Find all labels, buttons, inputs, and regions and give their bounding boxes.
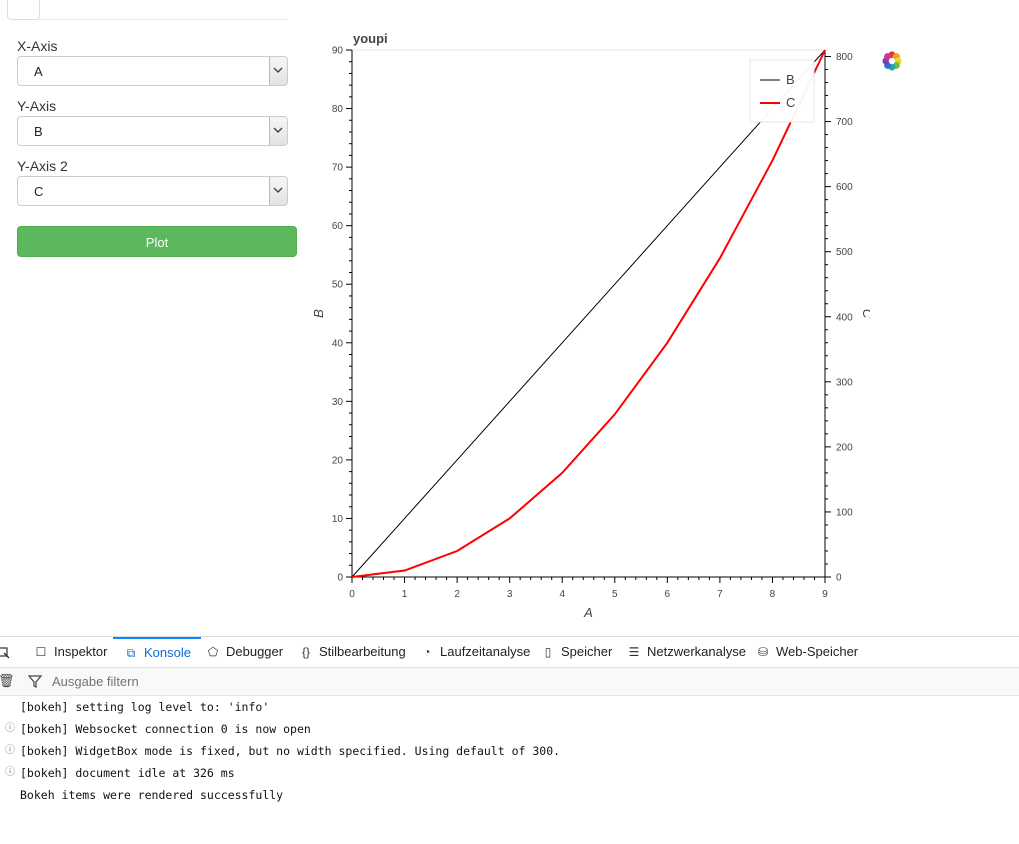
console-message: ⓘ [bokeh] Websocket connection 0 is now o… (0, 718, 1019, 740)
bokeh-logo-icon[interactable] (881, 50, 903, 72)
y2-tick-label: 600 (836, 182, 853, 193)
y-axis2-select[interactable]: C (17, 176, 288, 206)
legend-label: B (786, 72, 795, 87)
y-axis2-label: Y-Axis 2 (17, 158, 68, 174)
console-text: [bokeh] Websocket connection 0 is now op… (20, 722, 311, 736)
y-tick-label: 60 (332, 221, 344, 232)
x-axis-title: A (583, 605, 593, 620)
tab-debugger[interactable]: ⬠ Debugger (205, 637, 283, 667)
y-axis2-value: C (34, 184, 44, 199)
x-axis-label: X-Axis (17, 38, 58, 54)
y2-axis-title: C (860, 309, 870, 319)
tab-divider (38, 19, 287, 20)
tab-inspektor[interactable]: ☐ Inspektor (33, 637, 108, 667)
tab-label: Laufzeitanalyse (440, 644, 531, 659)
y-tick-label: 10 (332, 514, 344, 525)
console-icon: ⧉ (126, 646, 136, 660)
y-axis-select[interactable]: B (17, 116, 288, 146)
network-icon: ☰ (628, 645, 640, 659)
memory-icon: ▯ (544, 645, 552, 659)
y-tick-label: 90 (332, 46, 344, 57)
legend-box (749, 59, 815, 123)
filter-bar: 🗑 Ausgabe filtern (0, 668, 1019, 696)
tab-stilbearbeitung[interactable]: {} Stilbearbeitung (298, 637, 406, 667)
x-tick-label: 2 (454, 589, 460, 600)
tab-konsole[interactable]: ⧉ Konsole (113, 637, 201, 669)
info-icon: ⓘ (5, 723, 15, 734)
chart-title: youpi (353, 31, 388, 46)
tab-label: Stilbearbeitung (319, 644, 406, 659)
tab-label: Netzwerkanalyse (647, 644, 746, 659)
y-tick-label: 70 (332, 163, 344, 174)
tab-speicher[interactable]: ▯ Speicher (540, 637, 613, 667)
series-line-B (351, 49, 826, 578)
x-tick-label: 1 (402, 589, 408, 600)
y2-tick-label: 800 (836, 52, 853, 63)
tab-label: Inspektor (54, 644, 108, 659)
x-tick-label: 8 (770, 589, 776, 600)
y-tick-label: 0 (337, 573, 343, 584)
y-tick-label: 30 (332, 397, 344, 408)
info-icon: ⓘ (5, 767, 15, 778)
y-tick-label: 40 (332, 338, 344, 349)
tab-label: Debugger (226, 644, 284, 659)
y2-tick-label: 100 (836, 507, 853, 518)
y2-tick-label: 500 (836, 247, 853, 258)
legend-label: C (786, 95, 795, 110)
tab-label: Web-Speicher (776, 644, 859, 659)
console-message: [bokeh] setting log level to: 'info' (0, 696, 1019, 718)
devtools-toolbar: ☐ Inspektor ⧉ Konsole ⬠ Debugger {} Stilbear… (0, 637, 1019, 668)
devtools-panel: ☐ Inspektor ⧉ Konsole ⬠ Debugger {} Stilbear… (0, 636, 1019, 844)
plot-button[interactable]: Plot (17, 226, 297, 257)
x-tick-label: 6 (665, 589, 671, 600)
console-message: ⓘ [bokeh] document idle at 326 ms (0, 762, 1019, 784)
y-axis-label: Y-Axis (17, 98, 57, 114)
tab-label: Konsole (144, 645, 191, 660)
widget-tab[interactable] (7, 0, 40, 20)
storage-icon: ⛁ (757, 645, 769, 659)
x-tick-label: 0 (349, 589, 355, 600)
console-text: [bokeh] document idle at 326 ms (20, 766, 235, 780)
pick-element-icon[interactable] (0, 637, 10, 667)
y2-tick-label: 400 (836, 312, 853, 323)
console-message: Bokeh items were rendered successfully (0, 784, 1019, 806)
x-tick-label: 7 (717, 589, 723, 600)
performance-icon: ◔ (423, 645, 431, 659)
y-tick-label: 50 (332, 280, 344, 291)
tab-laufzeitanalyse[interactable]: ◔ Laufzeitanalyse (419, 637, 530, 667)
chevron-down-icon[interactable] (269, 57, 287, 85)
tab-web-speicher[interactable]: ⛁ Web-Speicher (755, 637, 858, 667)
x-tick-label: 9 (822, 589, 828, 600)
y-axis-title: B (311, 309, 326, 318)
console-text: [bokeh] setting log level to: 'info' (20, 700, 270, 714)
inspector-icon: ☐ (35, 645, 47, 659)
tab-label: Speicher (561, 644, 613, 659)
y2-tick-label: 0 (836, 573, 842, 584)
tab-netzwerkanalyse[interactable]: ☰ Netzwerkanalyse (626, 637, 746, 667)
console-text: Bokeh items were rendered successfully (20, 788, 284, 802)
trash-icon[interactable]: 🗑 (0, 673, 15, 688)
y-axis-value: B (34, 124, 43, 139)
console-text: [bokeh] WidgetBox mode is fixed, but no … (20, 744, 561, 758)
y2-tick-label: 700 (836, 117, 853, 128)
y2-tick-label: 300 (836, 377, 853, 388)
info-icon: ⓘ (5, 745, 15, 756)
y-tick-label: 80 (332, 104, 344, 115)
x-tick-label: 3 (507, 589, 513, 600)
x-axis-select[interactable]: A (17, 56, 288, 86)
style-editor-icon: {} (301, 645, 310, 659)
x-tick-label: 4 (559, 589, 565, 600)
filter-icon (28, 675, 42, 688)
debugger-icon: ⬠ (207, 645, 219, 659)
x-axis-value: A (34, 64, 43, 79)
x-tick-label: 5 (612, 589, 618, 600)
chevron-down-icon[interactable] (269, 117, 287, 145)
y-tick-label: 20 (332, 455, 344, 466)
series-line-C (351, 49, 826, 578)
y2-tick-label: 200 (836, 442, 853, 453)
console-message: ⓘ [bokeh] WidgetBox mode is fixed, but no… (0, 740, 1019, 762)
chevron-down-icon[interactable] (269, 177, 287, 205)
filter-input[interactable]: Ausgabe filtern (52, 674, 139, 689)
